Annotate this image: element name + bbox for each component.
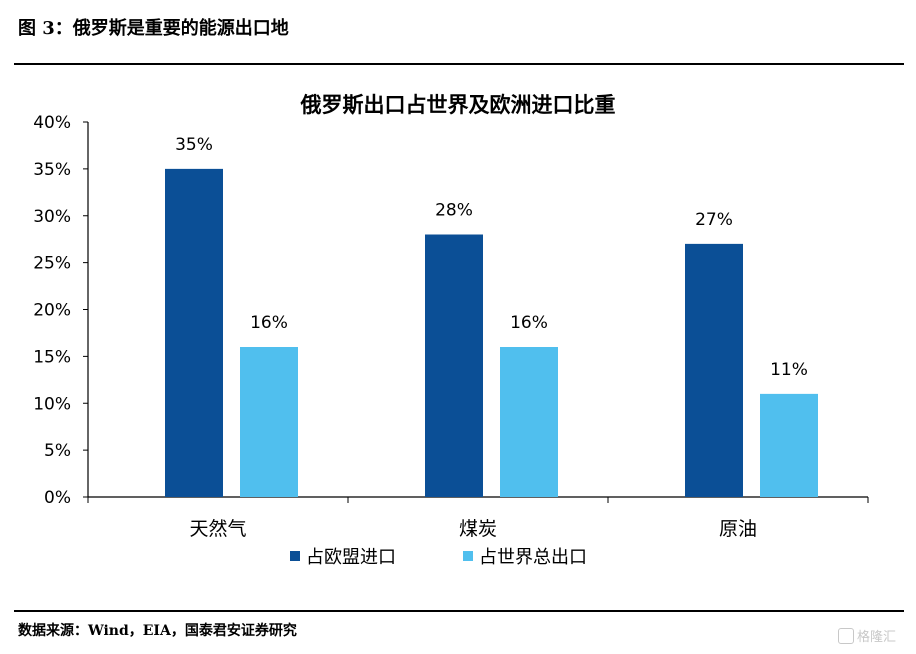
source-note: 数据来源：Wind，EIA，国泰君安证券研究	[18, 623, 297, 639]
watermark: 格隆汇	[838, 626, 896, 645]
bar-series-2	[500, 347, 558, 497]
top-rule	[14, 63, 904, 65]
x-category-label: 原油	[719, 518, 757, 540]
legend-label: 占欧盟进口	[306, 547, 396, 568]
y-axis: 0% 5% 10% 15% 20% 25% 30% 35% 40%	[33, 113, 89, 508]
bar-chart: 俄罗斯出口占世界及欧洲进口比重 0% 5% 10% 15% 20% 25% 30% 35% 40…	[33, 93, 869, 568]
legend: 占欧盟进口 占世界总出口	[290, 547, 587, 568]
y-tick-label: 0%	[44, 488, 71, 508]
y-tick-label: 5%	[44, 441, 71, 461]
bottom-rule	[14, 610, 904, 612]
legend-label: 占世界总出口	[479, 547, 587, 568]
figure-title: 图 3：俄罗斯是重要的能源出口地	[18, 18, 289, 39]
y-tick-label: 35%	[33, 160, 71, 180]
data-label: 35%	[175, 135, 213, 155]
y-tick-label: 30%	[33, 207, 71, 227]
chart-title: 俄罗斯出口占世界及欧洲进口比重	[300, 93, 616, 117]
data-label: 16%	[250, 313, 288, 333]
gelonghui-logo-icon	[838, 628, 854, 644]
watermark-text: 格隆汇	[857, 630, 897, 645]
data-label: 11%	[770, 360, 808, 380]
legend-swatch	[290, 551, 300, 561]
y-tick-label: 20%	[33, 301, 71, 321]
y-tick-label: 25%	[33, 254, 71, 274]
legend-swatch	[463, 551, 473, 561]
bar-series-1	[165, 168, 223, 497]
bar-series-2	[760, 393, 818, 497]
bar-series-2	[240, 347, 298, 497]
data-label: 28%	[435, 201, 473, 221]
bar-series-1	[425, 234, 483, 497]
bar-series-1	[685, 243, 743, 497]
y-tick-label: 40%	[33, 113, 71, 133]
data-label: 27%	[695, 210, 733, 230]
bars	[165, 168, 818, 497]
x-category-label: 天然气	[189, 518, 246, 540]
x-axis: 天然气 煤炭 原油	[87, 496, 869, 540]
data-labels: 35% 28% 27% 16% 16% 11%	[175, 135, 808, 380]
y-tick-label: 10%	[33, 394, 71, 414]
x-category-label: 煤炭	[459, 518, 497, 540]
data-label: 16%	[510, 313, 548, 333]
y-tick-label: 15%	[33, 347, 71, 367]
